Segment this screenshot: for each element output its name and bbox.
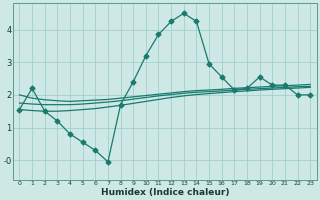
X-axis label: Humidex (Indice chaleur): Humidex (Indice chaleur) (100, 188, 229, 197)
